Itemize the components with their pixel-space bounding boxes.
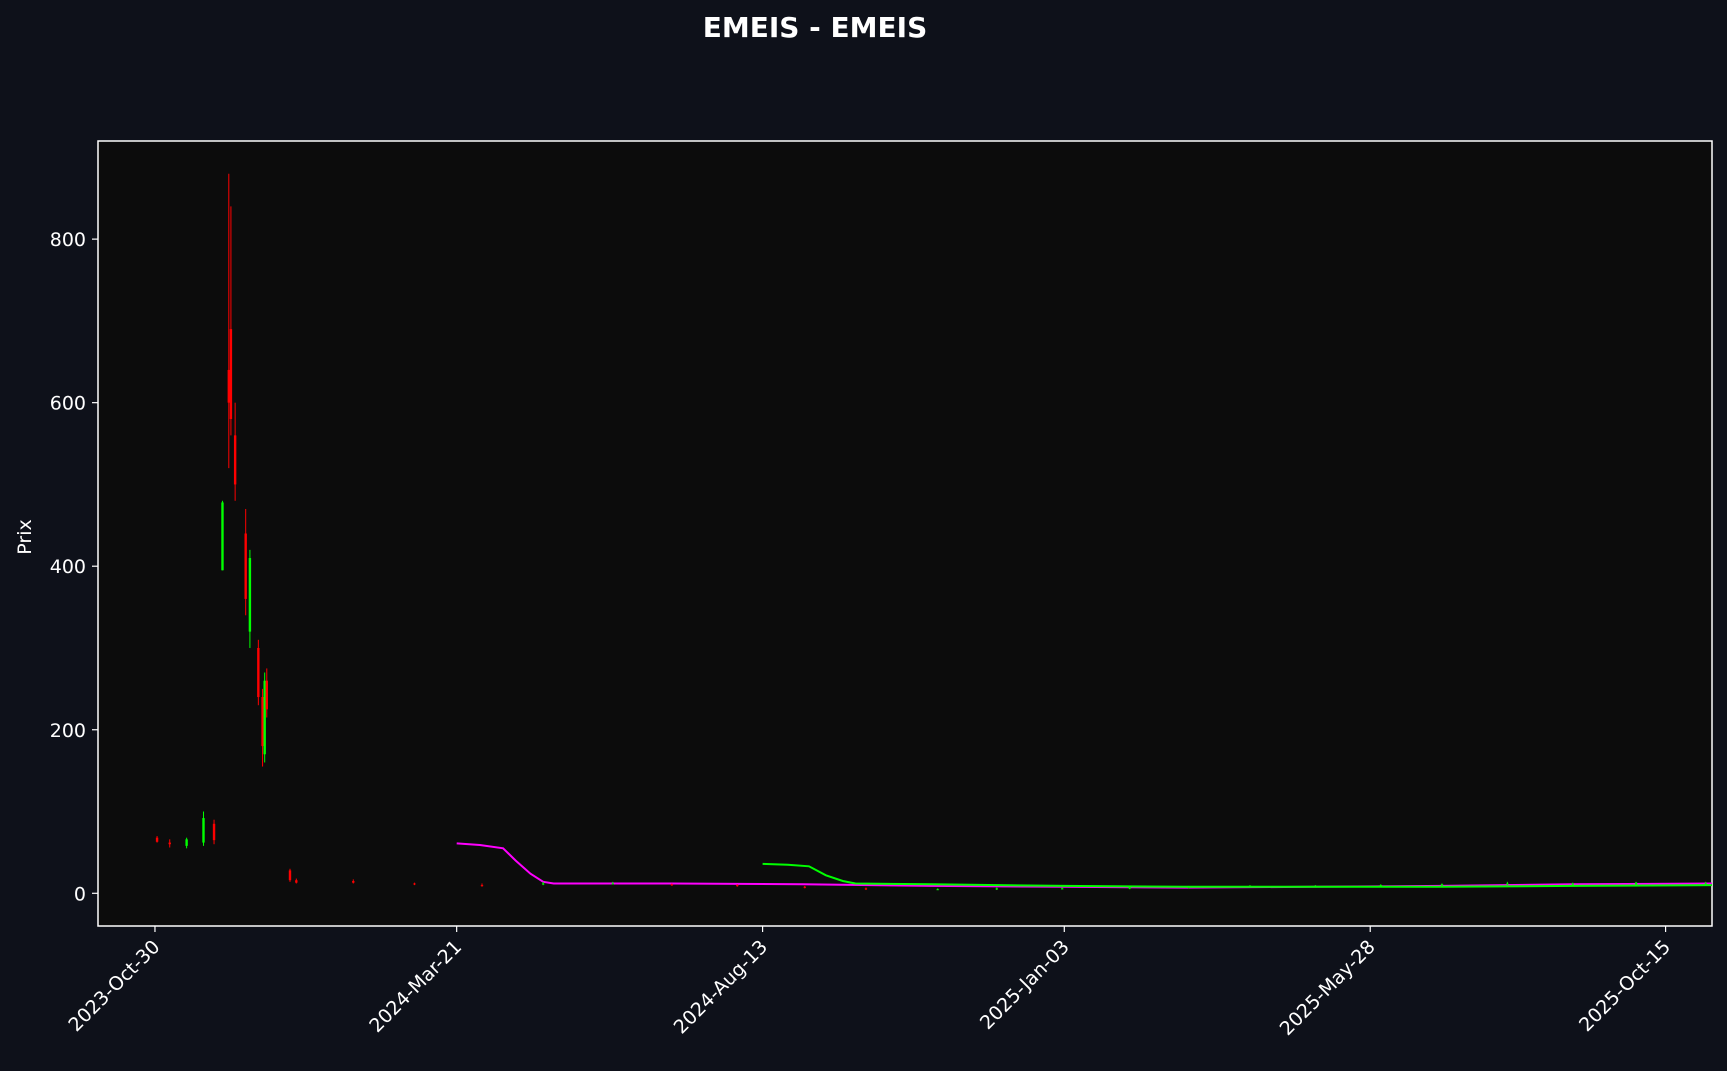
candle-body	[185, 839, 188, 846]
candle-body	[1379, 885, 1382, 887]
candle-body	[261, 697, 264, 747]
candle-body	[352, 881, 355, 883]
x-tick-label: 2023-Oct-30	[64, 936, 164, 1036]
y-axis-label: Prix	[14, 519, 36, 554]
candle-body	[803, 886, 806, 888]
candle-body	[1634, 882, 1638, 885]
y-tick-label: 600	[50, 393, 86, 415]
candle-body	[227, 369, 231, 403]
candle-body	[202, 818, 205, 843]
candle-body	[864, 888, 868, 890]
candle-body	[736, 885, 739, 887]
chart-title: EMEIS - EMEIS	[703, 11, 928, 44]
candle-body	[288, 870, 292, 881]
y-tick-label: 200	[50, 720, 86, 742]
candle-body	[995, 888, 998, 890]
candle-body	[212, 823, 216, 841]
candle-body	[1187, 886, 1190, 888]
candle-body	[295, 880, 298, 883]
candle-body	[1248, 885, 1252, 887]
candle-body	[1060, 888, 1064, 890]
candle-body	[221, 502, 224, 571]
candle-body	[936, 889, 939, 891]
candle-body	[248, 558, 252, 632]
candle-body	[1506, 883, 1509, 885]
x-tick-label: 2025-Jan-03	[976, 936, 1074, 1034]
candle-body	[413, 883, 416, 885]
y-tick-label: 400	[50, 556, 86, 578]
x-tick-label: 2024-Aug-13	[670, 936, 772, 1038]
candle-body	[1314, 885, 1317, 887]
candle-body	[168, 842, 171, 845]
candle-body	[257, 647, 260, 698]
candle-body	[233, 435, 237, 485]
candle-body	[1128, 887, 1131, 889]
moving-averages	[456, 842, 1713, 889]
x-tick-label: 2024-Mar-21	[365, 936, 466, 1037]
candle-body	[1704, 883, 1707, 885]
candle-body	[611, 883, 614, 885]
candle-body	[265, 680, 268, 710]
candle-body	[263, 680, 266, 755]
candle-body	[480, 885, 484, 887]
x-tick-label: 2025-Oct-15	[1575, 936, 1675, 1036]
candle-body	[244, 533, 247, 599]
candle-body	[541, 883, 545, 885]
plot-area	[97, 140, 1713, 927]
x-tick-label: 2025-May-28	[1276, 936, 1380, 1040]
y-tick-label: 800	[50, 229, 86, 251]
candlesticks	[155, 173, 1707, 891]
candle-body	[229, 329, 233, 420]
candle-body	[1440, 884, 1444, 886]
candle-body	[1571, 883, 1574, 885]
y-tick-label: 0	[74, 883, 86, 905]
candle-body	[155, 837, 159, 842]
moving-average-line	[762, 862, 1713, 888]
candle-body	[670, 884, 674, 886]
